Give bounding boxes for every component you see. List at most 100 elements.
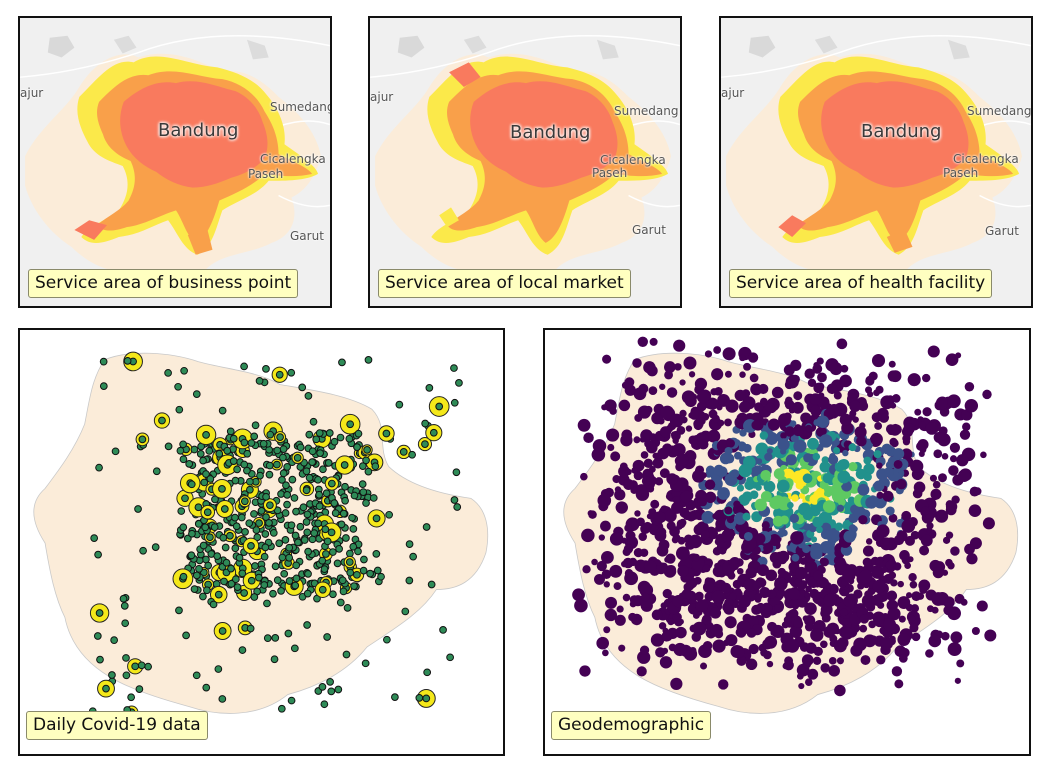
density-cell bbox=[909, 623, 919, 633]
density-cell bbox=[605, 596, 618, 609]
covid-point bbox=[321, 525, 330, 534]
density-cell bbox=[810, 547, 823, 560]
density-cell bbox=[659, 468, 670, 479]
density-cell bbox=[771, 386, 784, 399]
covid-point bbox=[309, 417, 318, 426]
covid-point bbox=[265, 461, 274, 470]
density-cell bbox=[910, 459, 924, 473]
covid-point bbox=[279, 453, 287, 462]
density-cell bbox=[791, 553, 800, 562]
density-cell bbox=[670, 431, 678, 438]
covid-point bbox=[302, 486, 311, 495]
covid-point bbox=[300, 536, 309, 544]
density-cell bbox=[724, 506, 733, 515]
density-cell bbox=[697, 438, 709, 450]
density-cell bbox=[888, 360, 896, 368]
density-cell bbox=[785, 611, 793, 619]
covid-point bbox=[342, 534, 350, 542]
density-cell bbox=[837, 470, 851, 484]
density-cell bbox=[800, 412, 812, 424]
density-cell bbox=[759, 431, 769, 440]
density-cell bbox=[759, 586, 771, 599]
place-label-sumedang: Sumedang bbox=[967, 104, 1032, 118]
covid-point bbox=[243, 449, 252, 458]
density-cell bbox=[667, 618, 675, 626]
density-cell bbox=[812, 516, 824, 528]
covid-point bbox=[287, 368, 296, 377]
covid-point bbox=[315, 502, 324, 511]
density-cell bbox=[742, 443, 752, 453]
covid-point bbox=[209, 600, 218, 609]
density-cell bbox=[730, 469, 740, 479]
covid-point bbox=[322, 550, 330, 558]
density-cell bbox=[749, 373, 759, 383]
density-cell bbox=[661, 630, 673, 642]
density-cell bbox=[773, 604, 782, 612]
density-cell bbox=[634, 510, 641, 517]
covid-point bbox=[339, 509, 348, 518]
covid-point bbox=[320, 565, 329, 573]
density-cell bbox=[820, 663, 830, 673]
covid-point bbox=[331, 509, 340, 517]
density-cell bbox=[747, 352, 759, 363]
density-cell bbox=[743, 362, 752, 371]
covid-point bbox=[303, 589, 312, 598]
density-cell bbox=[694, 377, 708, 391]
density-cell bbox=[666, 564, 677, 575]
density-cell bbox=[789, 513, 800, 524]
density-cell bbox=[701, 614, 712, 625]
covid-point bbox=[192, 390, 201, 398]
density-cell bbox=[962, 422, 971, 431]
density-cell bbox=[628, 612, 637, 622]
density-cell bbox=[769, 596, 780, 607]
density-cell bbox=[861, 594, 876, 608]
density-cell bbox=[841, 627, 854, 640]
density-cell bbox=[650, 499, 660, 509]
covid-point bbox=[353, 570, 361, 579]
density-cell bbox=[700, 530, 710, 540]
covid-point bbox=[240, 460, 249, 469]
covid-point bbox=[337, 520, 346, 529]
density-cell bbox=[797, 581, 806, 591]
covid-point bbox=[255, 377, 264, 385]
covid-point bbox=[158, 416, 166, 425]
density-cell bbox=[670, 677, 683, 690]
density-cell bbox=[876, 462, 883, 469]
covid-point bbox=[435, 402, 444, 411]
covid-point bbox=[250, 510, 258, 518]
density-cell bbox=[876, 491, 884, 499]
covid-point bbox=[232, 522, 241, 531]
covid-point bbox=[122, 671, 131, 680]
covid-point bbox=[214, 665, 223, 673]
density-cell bbox=[902, 438, 911, 446]
covid-point bbox=[339, 587, 348, 596]
density-cell bbox=[718, 547, 727, 555]
density-cell bbox=[643, 361, 656, 374]
density-cell bbox=[650, 633, 665, 647]
density-cell bbox=[774, 577, 788, 591]
panel-caption: Geodemographic bbox=[551, 711, 712, 740]
covid-point bbox=[238, 569, 247, 578]
density-cell bbox=[672, 495, 681, 504]
covid-point bbox=[360, 555, 368, 564]
density-cell bbox=[964, 399, 979, 413]
covid-point bbox=[179, 440, 187, 449]
density-cell bbox=[606, 428, 620, 442]
density-cell bbox=[688, 435, 698, 445]
density-cell bbox=[831, 489, 846, 503]
density-cell bbox=[656, 527, 667, 537]
covid-point bbox=[95, 609, 104, 617]
density-cell bbox=[839, 374, 852, 388]
covid-point bbox=[349, 525, 358, 533]
density-cell bbox=[676, 519, 686, 529]
density-cell bbox=[696, 390, 710, 404]
place-label-paseh: Paseh bbox=[248, 167, 284, 181]
density-cell bbox=[793, 391, 803, 401]
density-cell bbox=[742, 536, 757, 551]
covid-point bbox=[219, 533, 228, 542]
density-cell bbox=[954, 677, 961, 684]
density-cell bbox=[931, 592, 946, 606]
density-cell bbox=[873, 480, 885, 492]
density-cell bbox=[655, 565, 663, 572]
density-cell bbox=[828, 665, 840, 677]
